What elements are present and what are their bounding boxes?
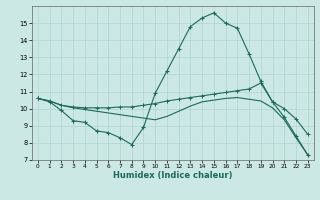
X-axis label: Humidex (Indice chaleur): Humidex (Indice chaleur) [113, 171, 233, 180]
